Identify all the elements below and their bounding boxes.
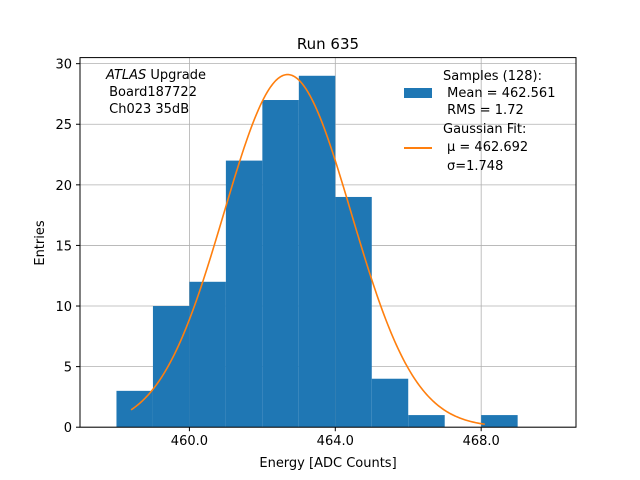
gaussian-fit	[130, 73, 485, 426]
histogram-bar	[262, 100, 299, 428]
y-tick-label: 20	[55, 179, 72, 194]
legend-samples-swatch	[404, 88, 432, 98]
legend-samples-title: Samples (128):	[443, 69, 542, 84]
annotation-line-2: Board187722	[105, 85, 197, 100]
x-tick-label: 468.0	[463, 434, 500, 449]
x-axis-label: Energy [ADC Counts]	[259, 456, 396, 471]
y-tick-label: 10	[55, 300, 72, 315]
plot-frame	[79, 57, 577, 428]
histogram-bar	[189, 281, 226, 428]
histogram-bar	[152, 306, 190, 428]
x-tick-label: 464.0	[317, 434, 354, 449]
histogram-bars	[116, 75, 518, 428]
annotation-line-1: ATLAS Upgrade	[105, 68, 206, 83]
y-tick-label: 15	[55, 239, 72, 254]
histogram-bar	[371, 378, 409, 428]
chart-title: Run 635	[297, 35, 359, 53]
legend-samples-rms: RMS = 1.72	[443, 103, 524, 118]
histogram-bar	[408, 415, 445, 428]
y-tick-label: 0	[64, 421, 72, 436]
histogram-bar	[481, 415, 518, 428]
annotation-upgrade: Upgrade	[146, 68, 206, 83]
x-tick-label: 460.0	[171, 434, 208, 449]
axis-ticks: 460.0 464.0 468.0 0 5 10 15 20 25 30	[55, 58, 499, 450]
histogram-bar	[225, 160, 263, 428]
legend-samples-mean: Mean = 462.561	[443, 86, 555, 101]
y-axis-label: Entries	[33, 220, 48, 266]
gaussian-fit-curve	[130, 73, 485, 426]
annotation-box: ATLAS Upgrade Board187722 Ch023 35dB	[105, 68, 206, 117]
annotation-line-3: Ch023 35dB	[105, 102, 189, 117]
legend: Samples (128): Mean = 462.561 RMS = 1.72…	[404, 69, 555, 174]
y-tick-label: 30	[55, 58, 72, 73]
legend-fit-mu: μ = 462.692	[447, 140, 528, 155]
annotation-atlas: ATLAS	[105, 68, 146, 83]
y-tick-label: 5	[64, 361, 72, 376]
legend-fit-title: Gaussian Fit:	[443, 122, 526, 137]
legend-fit-sigma: σ=1.748	[447, 159, 503, 174]
histogram-bar	[335, 196, 372, 428]
histogram-bar	[298, 75, 336, 428]
y-tick-label: 25	[55, 118, 72, 133]
